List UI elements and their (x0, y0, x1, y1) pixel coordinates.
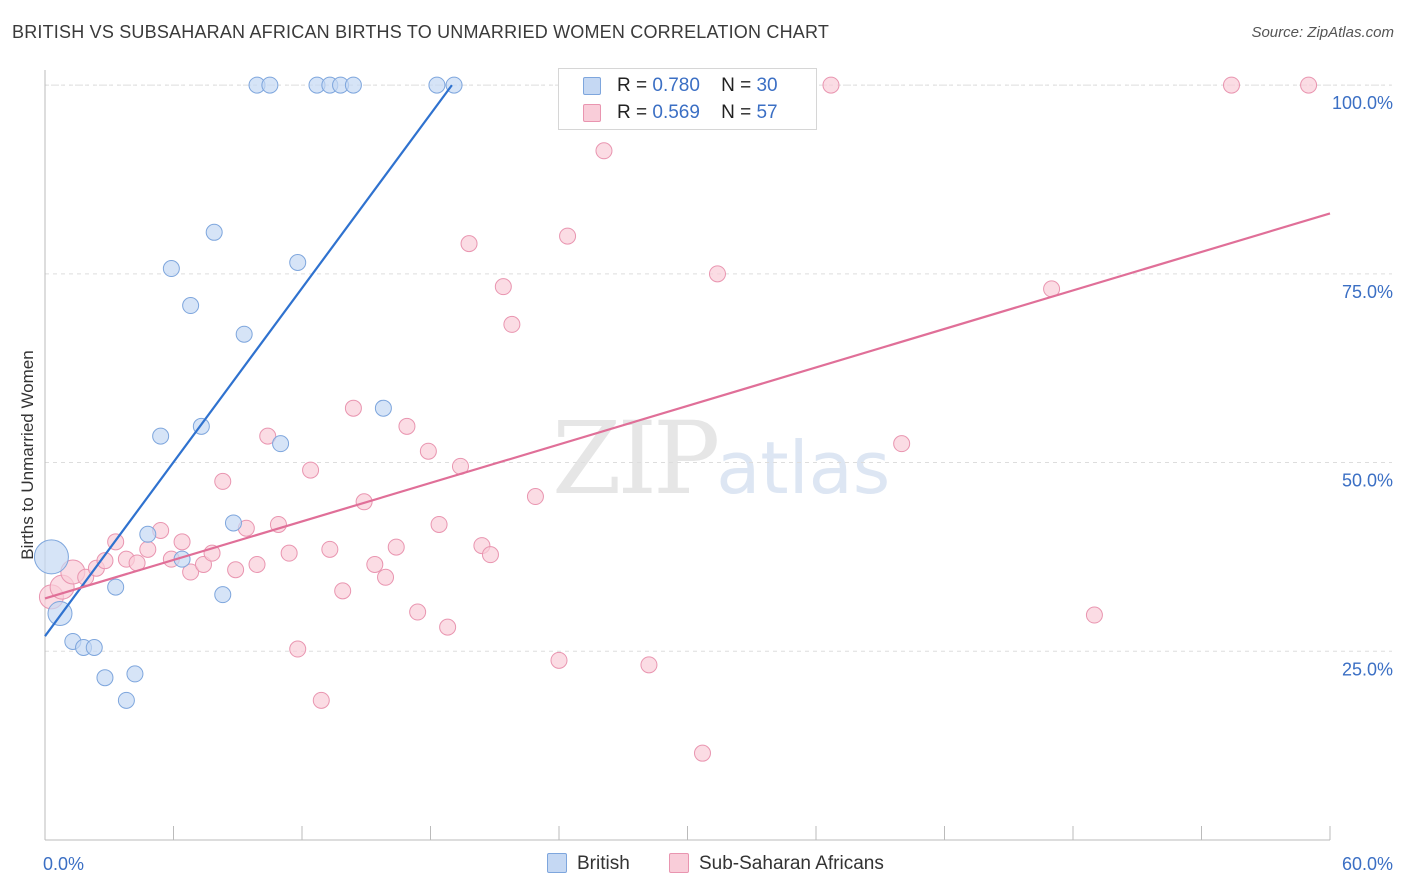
r-label: R = (617, 75, 648, 96)
subsaharan-point (1300, 76, 1318, 94)
british-point (235, 325, 253, 343)
subsaharan-point (409, 603, 427, 621)
gridlines (45, 84, 1392, 652)
british-point (344, 76, 362, 94)
watermark-atlas: atlas (716, 426, 891, 510)
british-point (374, 399, 392, 417)
subsaharan-point (822, 76, 840, 94)
british-trend-line (44, 84, 453, 637)
subsaharan-point (526, 488, 544, 506)
subsaharan-point (1085, 606, 1103, 624)
subsaharan-point (227, 561, 245, 579)
correlation-legend: R = 0.780 N = 30 R = 0.569 N = 57 (558, 68, 817, 130)
y-tick-label: 25.0% (1342, 659, 1393, 679)
subsaharan-point (595, 142, 613, 160)
y-tick-label: 100.0% (1332, 93, 1393, 113)
n-value: 57 (756, 102, 778, 123)
r-label: R = (617, 102, 648, 123)
data-points (33, 76, 1318, 762)
legend-subsaharan-text: R = 0.569 N = 57 (617, 100, 778, 126)
subsaharan-point (280, 544, 298, 562)
watermark-zip: ZIP (552, 400, 720, 517)
subsaharan-point (481, 546, 499, 564)
subsaharan-point (312, 691, 330, 709)
subsaharan-point (559, 227, 577, 245)
british-point (162, 260, 180, 278)
british-point (214, 586, 232, 604)
subsaharan-point (550, 651, 568, 669)
source-label: Source: ZipAtlas.com (1251, 24, 1394, 41)
british-point (96, 669, 114, 687)
subsaharan-point (269, 515, 287, 533)
subsaharan-trend-line (44, 212, 1331, 600)
subsaharan-legend-swatch (669, 853, 689, 873)
subsaharan-point (289, 640, 307, 658)
subsaharan-point (366, 555, 384, 573)
british-point (126, 665, 144, 683)
subsaharan-point (377, 568, 395, 586)
watermark: ZIPatlas (552, 400, 890, 517)
british-point (261, 76, 279, 94)
legend-item-subsaharan: Sub-Saharan Africans (669, 852, 884, 876)
subsaharan-point (334, 582, 352, 600)
x-tick-label-max: 60.0% (1342, 854, 1393, 874)
subsaharan-point (494, 278, 512, 296)
subsaharan-point (419, 442, 437, 460)
subsaharan-point (439, 618, 457, 636)
subsaharan-swatch (583, 104, 601, 122)
y-tick-label: 50.0% (1342, 471, 1393, 491)
british-point (139, 525, 157, 543)
x-tick-label-min: 0.0% (43, 854, 84, 874)
british-point (33, 539, 69, 575)
trend-lines (44, 84, 1331, 637)
subsaharan-point (893, 435, 911, 453)
subsaharan-point (302, 461, 320, 479)
british-point (205, 223, 223, 241)
subsaharan-point (503, 315, 521, 333)
y-tick-label: 75.0% (1342, 282, 1393, 302)
british-point (107, 578, 125, 596)
subsaharan-point (460, 235, 478, 253)
subsaharan-point (387, 538, 405, 556)
subsaharan-point (194, 555, 212, 573)
british-point (272, 435, 290, 453)
n-label: N = (721, 102, 752, 123)
subsaharan-point (182, 563, 200, 581)
subsaharan-point (259, 427, 277, 445)
subsaharan-point (321, 540, 339, 558)
british-legend-label: British (577, 853, 630, 874)
r-value: 0.569 (652, 102, 700, 123)
n-label: N = (721, 75, 752, 96)
subsaharan-point (1222, 76, 1240, 94)
british-point (289, 254, 307, 271)
british-swatch (583, 77, 601, 95)
subsaharan-point (344, 399, 362, 417)
british-legend-swatch (547, 853, 567, 873)
subsaharan-point (693, 744, 711, 762)
british-point (224, 514, 242, 532)
subsaharan-point (640, 656, 658, 674)
tick-labels: 25.0% 50.0% 75.0% 100.0% 0.0% 60.0% (43, 93, 1393, 874)
subsaharan-point (398, 417, 416, 435)
subsaharan-point (248, 555, 266, 573)
subsaharan-point (139, 540, 157, 558)
axes (44, 70, 1331, 841)
chart-title: BRITISH VS SUBSAHARAN AFRICAN BIRTHS TO … (12, 22, 830, 42)
subsaharan-point (96, 552, 114, 570)
subsaharan-point (214, 472, 232, 490)
legend-british-text: R = 0.780 N = 30 (617, 73, 778, 99)
british-point (117, 691, 135, 709)
n-value: 30 (756, 75, 778, 96)
subsaharan-legend-label: Sub-Saharan Africans (699, 853, 884, 874)
subsaharan-point (708, 265, 726, 283)
subsaharan-point (430, 515, 448, 533)
british-point (182, 297, 200, 315)
subsaharan-point (173, 533, 191, 551)
legend-item-british: British (547, 852, 630, 876)
british-point (85, 639, 103, 656)
british-point (152, 427, 170, 445)
british-point (428, 76, 446, 94)
r-value: 0.780 (652, 75, 700, 96)
